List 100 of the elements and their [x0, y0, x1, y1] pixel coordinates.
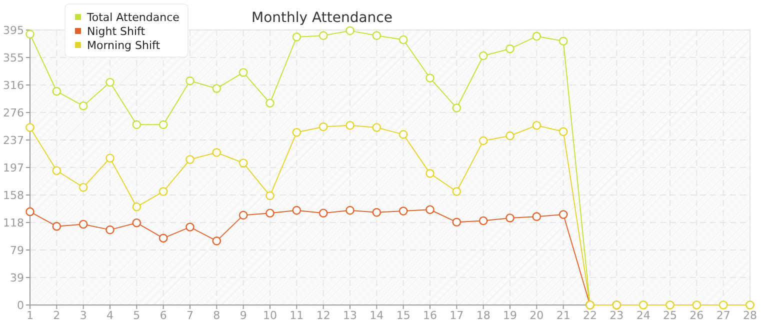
- point: [52, 222, 62, 231]
- point: [26, 123, 34, 132]
- x-tick-label: 25: [663, 309, 677, 320]
- point: [186, 76, 194, 86]
- point: [346, 120, 354, 130]
- point: [506, 131, 514, 140]
- point: [106, 154, 114, 162]
- point: [186, 155, 194, 164]
- x-tick-label: 26: [690, 309, 704, 320]
- x-tick-label: 3: [80, 309, 87, 320]
- x-tick-label: 18: [476, 309, 490, 320]
- point: [478, 136, 488, 146]
- x-tick-label: 6: [160, 309, 167, 320]
- x-tick-label: 15: [396, 309, 410, 320]
- point: [318, 31, 328, 40]
- x-tick-label: 8: [213, 309, 220, 320]
- point: [238, 158, 248, 168]
- point: [78, 182, 88, 192]
- point: [266, 191, 274, 200]
- x-tick-label: 9: [240, 309, 247, 320]
- x-tick-label: 12: [316, 309, 330, 320]
- point: [52, 86, 62, 96]
- point: [452, 218, 462, 227]
- point: [558, 36, 568, 46]
- point: [158, 187, 168, 196]
- y-tick-label: 197: [3, 161, 24, 174]
- point: [558, 127, 568, 136]
- x-tick-label: 7: [186, 309, 194, 320]
- point: [52, 166, 62, 176]
- point: [532, 120, 542, 130]
- y-tick-label: 39: [10, 271, 24, 284]
- point: [292, 206, 302, 215]
- point: [506, 44, 514, 54]
- point: [372, 208, 382, 217]
- x-tick-label: 14: [370, 309, 384, 320]
- x-tick-label: 2: [53, 309, 60, 320]
- y-tick-label: 0: [17, 298, 24, 312]
- point: [398, 130, 408, 139]
- point: [372, 31, 382, 40]
- x-tick-label: 17: [450, 309, 464, 320]
- y-tick-label: 118: [3, 216, 24, 230]
- point: [318, 122, 328, 132]
- point: [398, 206, 408, 216]
- point: [532, 212, 542, 221]
- point: [26, 30, 34, 39]
- point: [212, 84, 222, 93]
- point: [478, 216, 488, 226]
- x-tick-label: 21: [556, 309, 570, 320]
- legend-label: Morning Shift: [87, 38, 161, 52]
- point: [238, 68, 248, 77]
- y-tick-label: 355: [3, 51, 24, 64]
- x-tick-label: 24: [636, 309, 650, 320]
- x-tick-label: 11: [290, 309, 304, 320]
- point: [186, 222, 194, 232]
- y-tick-label: 395: [3, 24, 24, 37]
- point: [506, 214, 514, 222]
- x-tick-label: 16: [423, 309, 437, 320]
- y-tick-label: 276: [3, 106, 24, 120]
- y-tick-label: 158: [3, 188, 24, 202]
- point: [452, 104, 462, 112]
- x-tick-label: 27: [716, 309, 730, 320]
- point: [158, 234, 168, 243]
- legend-label: Night Shift: [87, 24, 146, 38]
- point: [292, 128, 302, 137]
- point: [266, 208, 274, 218]
- legend-label: Total Attendance: [86, 10, 180, 24]
- point: [132, 202, 142, 212]
- point: [318, 208, 328, 218]
- point: [106, 225, 114, 234]
- point: [106, 78, 114, 87]
- point: [132, 218, 142, 228]
- point: [158, 120, 168, 130]
- point: [238, 210, 248, 220]
- point: [212, 148, 222, 157]
- x-tick-label: 20: [530, 309, 544, 320]
- y-tick-label: 316: [3, 78, 24, 92]
- x-tick-label: 1: [26, 309, 34, 320]
- point: [398, 35, 408, 44]
- x-tick-label: 4: [106, 309, 114, 320]
- point: [532, 32, 542, 41]
- x-tick-label: 22: [583, 309, 597, 320]
- point: [452, 187, 462, 196]
- point: [266, 98, 274, 108]
- x-tick-label: 13: [343, 309, 357, 320]
- x-tick-label: 5: [133, 309, 140, 320]
- x-tick-label: 19: [503, 309, 517, 320]
- point: [292, 32, 302, 42]
- point: [346, 206, 354, 215]
- point: [426, 169, 434, 178]
- point: [478, 51, 488, 60]
- point: [78, 220, 88, 229]
- point: [132, 120, 142, 130]
- x-tick-label: 23: [610, 309, 624, 320]
- chart-title: Monthly Attendance: [252, 10, 392, 26]
- point: [26, 207, 34, 216]
- point: [558, 210, 568, 219]
- point: [426, 74, 434, 82]
- point: [426, 205, 434, 214]
- point: [212, 236, 222, 246]
- point: [372, 123, 382, 132]
